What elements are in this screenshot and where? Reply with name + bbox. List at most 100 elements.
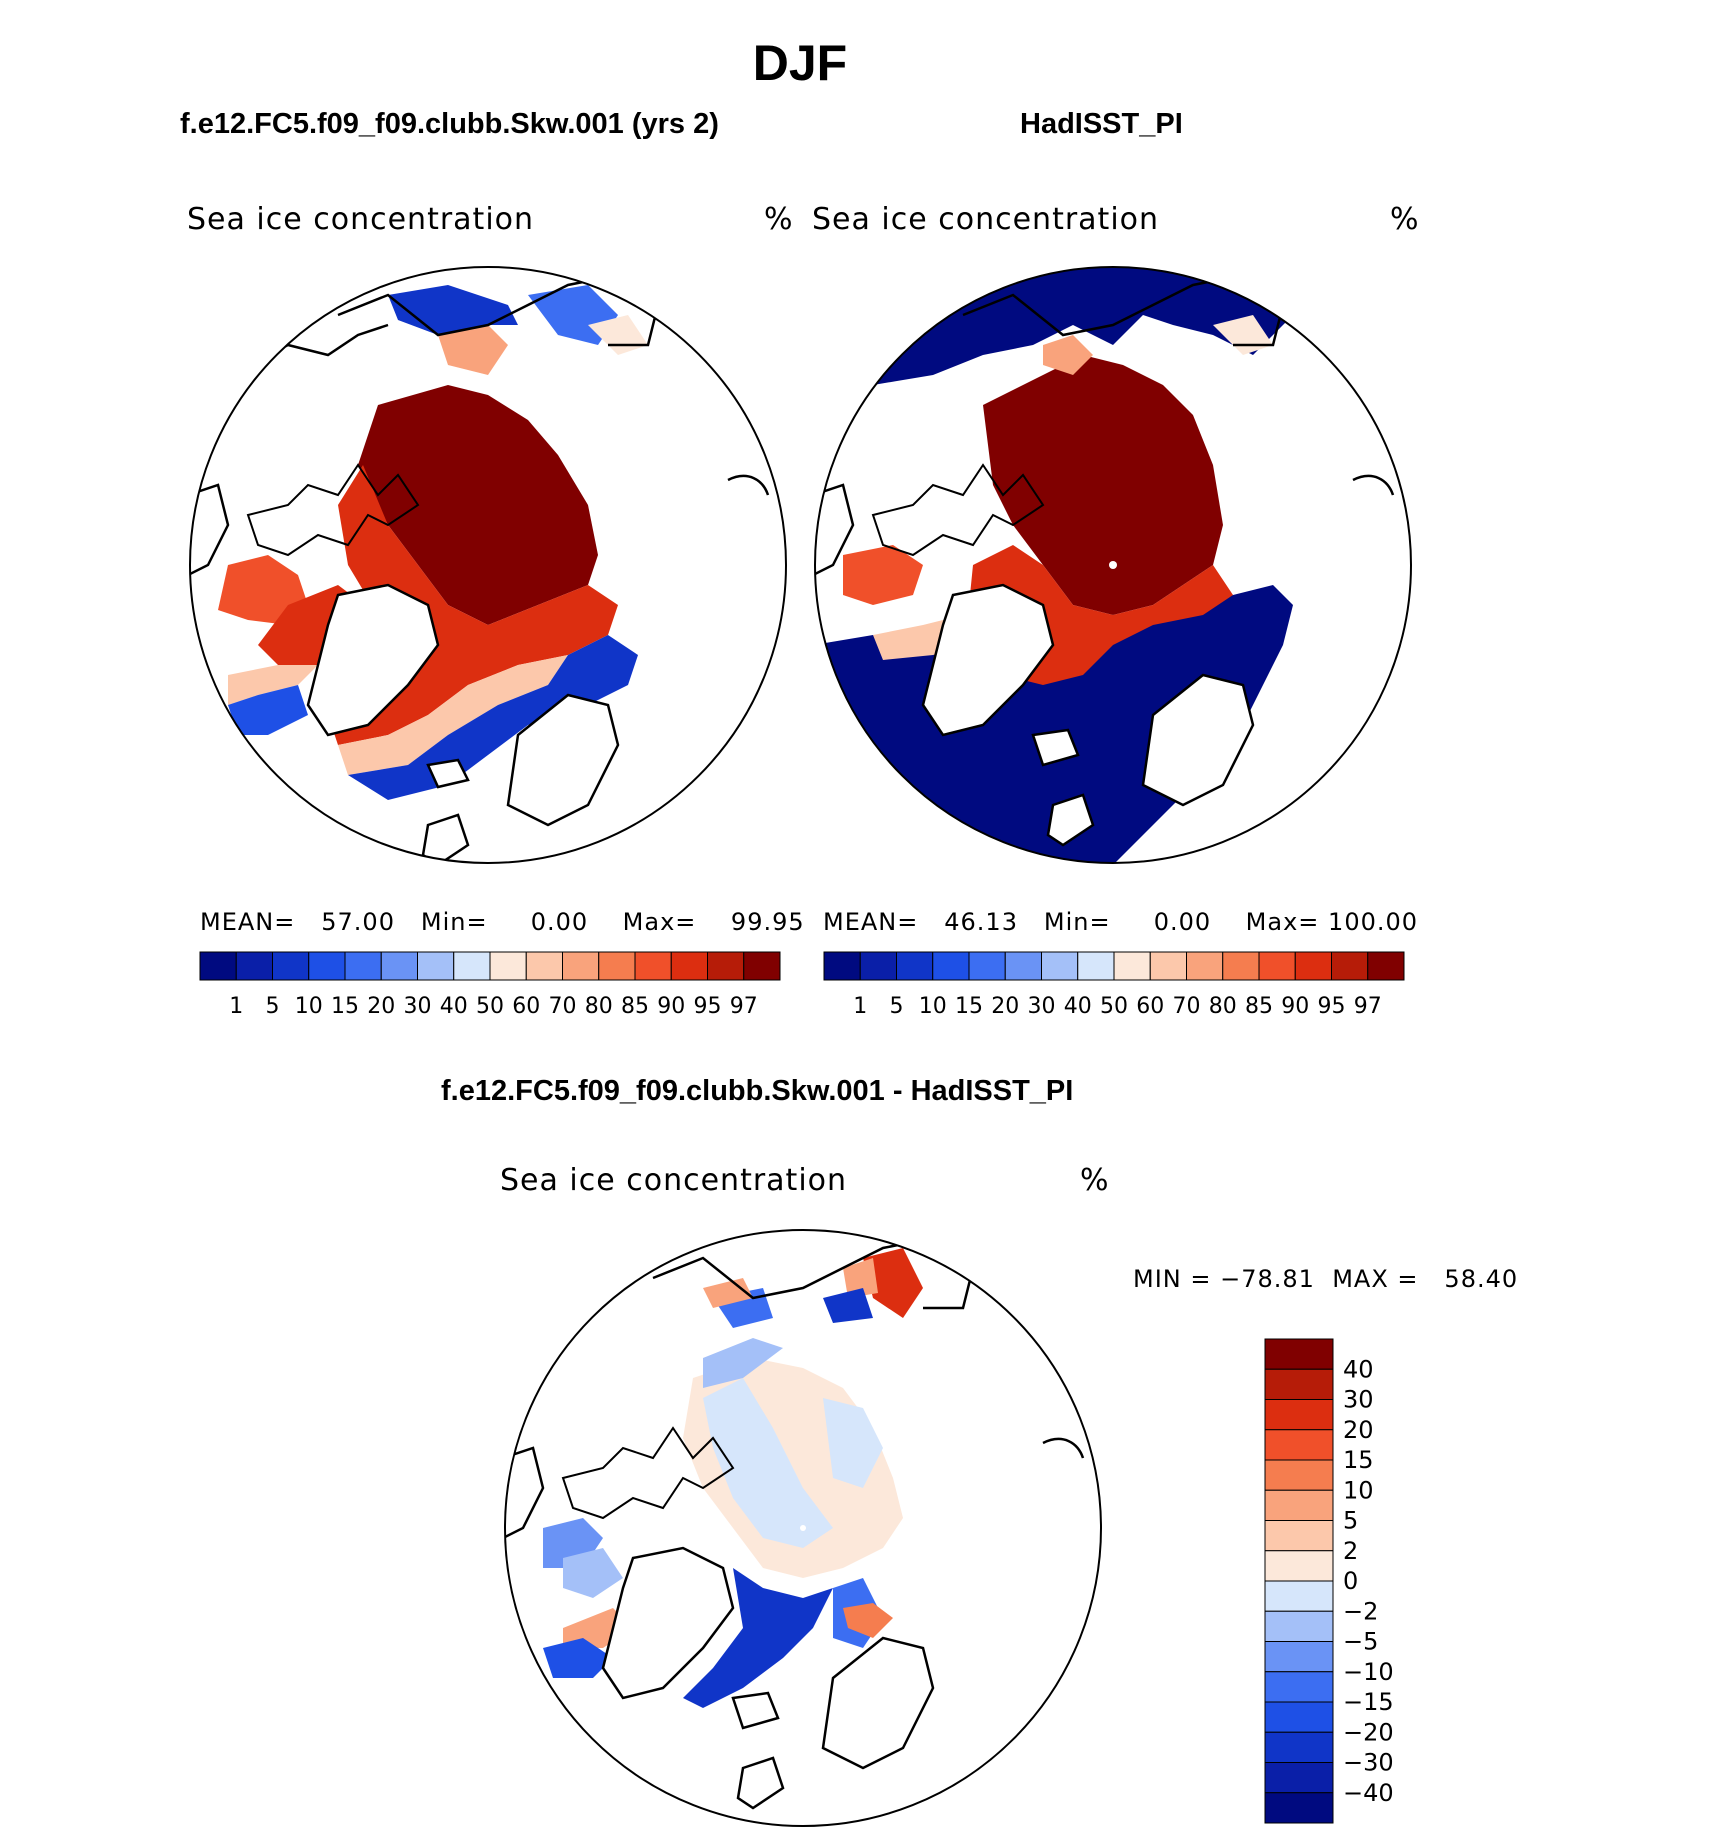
colorbar-swatch [743, 951, 781, 981]
colorbar-swatch [968, 951, 1006, 981]
panel-2-units: % [1390, 202, 1420, 237]
canada-archipelago [246, 463, 420, 557]
colorbar-swatch [634, 951, 672, 981]
map-model [189, 266, 787, 864]
colorbar-tick-label: −30 [1343, 1749, 1394, 1777]
map-difference [504, 1229, 1102, 1827]
colorbar-swatch [1264, 1429, 1334, 1461]
colorbar-tick-label: 20 [991, 994, 1019, 1019]
panel-2-mean-value: 46.13 [944, 908, 1018, 936]
colorbar-swatch [598, 951, 636, 981]
colorbar-swatch [417, 951, 455, 981]
panel-2-field-label: Sea ice concentration [812, 202, 1160, 237]
colorbar-tick-label: 95 [1318, 994, 1346, 1019]
siberia-coast [337, 273, 660, 347]
panel-2-min-value: 0.00 [1153, 908, 1212, 936]
colorbar-swatch [235, 951, 273, 981]
colorbar-tick-label: 60 [512, 994, 540, 1019]
diff-max-value: 58.40 [1444, 1265, 1519, 1293]
colorbar-tick-label: 20 [367, 994, 395, 1019]
colorbar-swatch [1264, 1338, 1334, 1370]
colorbar-swatch [1264, 1550, 1334, 1582]
colorbar-tick-label: 30 [1028, 994, 1056, 1019]
diff-max-label: MAX = [1332, 1265, 1419, 1293]
colorbar-observations: 1 5 10 15 20 30 40 50 60 70 80 85 90 95 97 [823, 951, 1405, 1019]
colorbar-tick-label: 10 [919, 994, 947, 1019]
colorbar-swatch [1264, 1520, 1334, 1552]
diff-min-label: MIN = [1133, 1265, 1212, 1293]
colorbar-tick-label: 1 [229, 994, 243, 1019]
colorbar-tick-label: 30 [1343, 1386, 1374, 1414]
panel-2-mean-label: MEAN= [823, 908, 919, 936]
panel-1-header: f.e12.FC5.f09_f09.clubb.Skw.001 (yrs 2) [180, 108, 719, 140]
panel-1-min-label: Min= [420, 908, 488, 936]
colorbar-swatch [453, 951, 491, 981]
panel-1-stats: MEAN= 57.00 Min= 0.00 Max= 99.95 [200, 908, 805, 936]
colorbar-swatch [1331, 951, 1369, 981]
panel-2-header: HadISST_PI [1020, 108, 1183, 140]
colorbar-tick-label: 90 [1281, 994, 1309, 1019]
colorbar-tick-label: 90 [657, 994, 685, 1019]
british-isles [421, 813, 470, 863]
scandinavia [506, 693, 620, 827]
colorbar-tick-label: 80 [1209, 994, 1237, 1019]
colorbar-swatch [1264, 1580, 1334, 1612]
diff-field-label: Sea ice concentration [500, 1163, 848, 1198]
colorbar-swatch [1077, 951, 1115, 981]
diff-units: % [1080, 1163, 1110, 1198]
colorbar-swatch [1149, 951, 1187, 981]
colorbar-swatch [1264, 1489, 1334, 1521]
colorbar-swatch [380, 951, 418, 981]
colorbar-swatch [1004, 951, 1042, 981]
colorbar-swatch [489, 951, 527, 981]
panel-2-max-value: 100.00 [1328, 908, 1419, 936]
panel-1-field-label: Sea ice concentration [187, 202, 535, 237]
colorbar-swatch [1041, 951, 1079, 981]
colorbar-swatch [932, 951, 970, 981]
colorbar-swatch [1222, 951, 1260, 981]
panel-2-min-label: Min= [1043, 908, 1111, 936]
colorbar-swatch [859, 951, 897, 981]
colorbar-tick-label: 1 [853, 994, 867, 1019]
colorbar-tick-label: 97 [1354, 994, 1382, 1019]
diff-min-value: −78.81 [1220, 1265, 1315, 1293]
panel-1-min-value: 0.00 [530, 908, 589, 936]
colorbar-tick-label: −15 [1343, 1688, 1394, 1716]
colorbar-swatch [1264, 1731, 1334, 1763]
colorbar-tick-label: −10 [1343, 1658, 1394, 1686]
colorbar-swatch [308, 951, 346, 981]
colorbar-tick-label: 40 [1343, 1355, 1374, 1383]
colorbar-swatch [707, 951, 745, 981]
colorbar-tick-label: 70 [1173, 994, 1201, 1019]
panel-1-max-value: 99.95 [730, 908, 805, 936]
page-title: DJF [752, 35, 848, 91]
colorbar-tick-label: 15 [955, 994, 983, 1019]
diff-stats: MIN = −78.81 MAX = 58.40 [1133, 1265, 1518, 1293]
panel-1-mean-value: 57.00 [321, 908, 395, 936]
colorbar-tick-label: 15 [1343, 1446, 1374, 1474]
colorbar-tick-label: 15 [331, 994, 359, 1019]
colorbar-swatch [670, 951, 708, 981]
colorbar-tick-label: 50 [1100, 994, 1128, 1019]
diff-header: f.e12.FC5.f09_f09.clubb.Skw.001 - HadISS… [441, 1075, 1074, 1107]
panel-2-max-label: Max= [1245, 908, 1320, 936]
colorbar-swatch [1258, 951, 1296, 981]
colorbar-swatch [1264, 1671, 1334, 1703]
colorbar-tick-label: 20 [1343, 1416, 1374, 1444]
colorbar-swatch [1264, 1459, 1334, 1491]
colorbar-tick-label: 30 [404, 994, 432, 1019]
colorbar-swatch [1264, 1792, 1334, 1824]
caspian [727, 474, 770, 496]
colorbar-tick-label: −20 [1343, 1718, 1394, 1746]
colorbar-swatch [272, 951, 310, 981]
colorbar-tick-label: −5 [1343, 1628, 1378, 1656]
panel-1-units: % [764, 202, 794, 237]
colorbar-model: 1 5 10 15 20 30 40 50 60 70 80 85 90 95 97 [199, 951, 781, 1019]
colorbar-tick-label: 60 [1136, 994, 1164, 1019]
colorbar-swatch [1264, 1701, 1334, 1733]
colorbar-swatch [1113, 951, 1151, 981]
colorbar-swatch [1186, 951, 1224, 981]
colorbar-tick-label: 40 [1064, 994, 1092, 1019]
colorbar-tick-label: 10 [295, 994, 323, 1019]
